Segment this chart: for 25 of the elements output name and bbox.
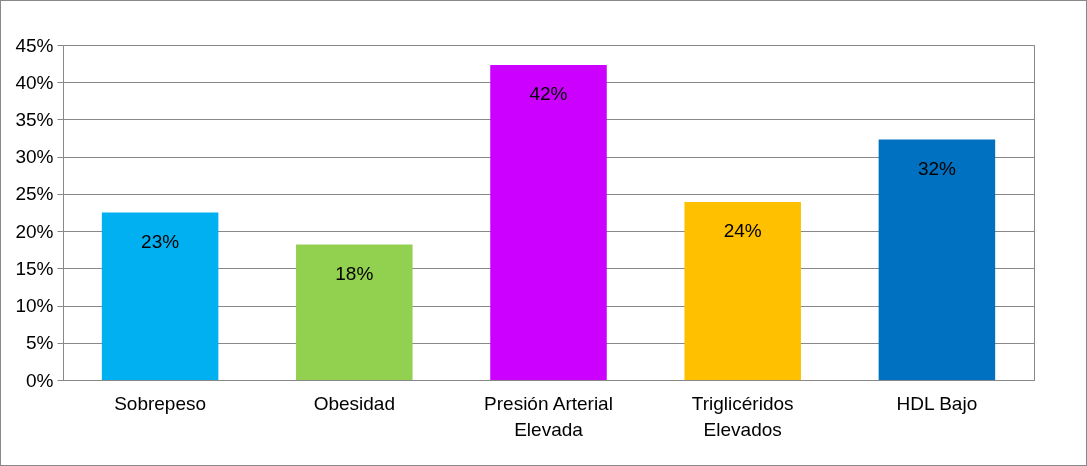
bar	[684, 202, 801, 380]
y-tick-label: 20%	[15, 220, 54, 242]
bar	[878, 139, 996, 380]
y-tick-label: 10%	[15, 295, 54, 317]
y-tick-label: 25%	[15, 183, 54, 205]
x-tick-label: Presión Arterial Elevada	[484, 392, 613, 440]
y-tick-label: 35%	[15, 108, 54, 130]
data-label: 23%	[141, 230, 180, 252]
data-label: 18%	[335, 262, 374, 284]
y-tick-label: 40%	[15, 71, 54, 93]
x-tick-label: HDL Bajo	[896, 392, 978, 414]
data-label: 42%	[529, 83, 568, 105]
y-tick-label: 5%	[26, 332, 54, 354]
y-tick-label: 0%	[26, 369, 54, 391]
x-tick-label: Triglicéridos Elevados	[691, 392, 794, 440]
data-label: 24%	[723, 220, 762, 242]
x-tick-label: Sobrepeso	[114, 392, 207, 414]
y-tick-label: 45%	[15, 34, 54, 56]
data-label: 32%	[917, 157, 957, 179]
y-tick-label: 30%	[15, 146, 54, 168]
x-tick-label: Obesidad	[313, 392, 395, 414]
y-tick-label: 15%	[15, 257, 54, 279]
bar	[490, 65, 607, 380]
bar	[296, 244, 413, 380]
bar	[101, 212, 219, 380]
